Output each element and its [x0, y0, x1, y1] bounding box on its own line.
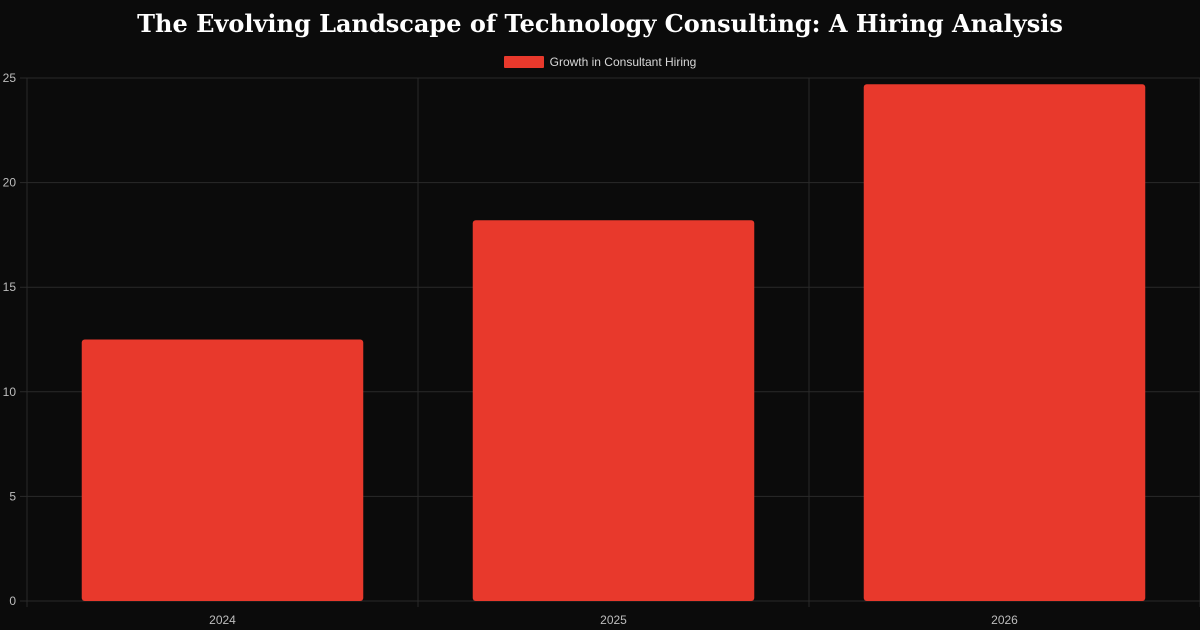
y-tick-label: 25 — [3, 71, 17, 85]
bar[interactable] — [472, 220, 755, 602]
legend-swatch — [503, 56, 544, 68]
legend[interactable]: Growth in Consultant Hiring — [0, 54, 1200, 70]
chart-title: The Evolving Landscape of Technology Con… — [137, 9, 1063, 38]
y-tick-label: 5 — [9, 489, 16, 503]
x-tick-label: 2025 — [600, 613, 627, 627]
bar[interactable] — [81, 339, 364, 602]
bar[interactable] — [863, 84, 1146, 601]
x-tick-label: 2024 — [209, 613, 236, 627]
y-tick-label: 20 — [3, 176, 17, 190]
y-tick-label: 15 — [3, 280, 17, 294]
legend-label: Growth in Consultant Hiring — [549, 55, 697, 69]
y-tick-label: 0 — [9, 594, 16, 608]
y-tick-label: 10 — [3, 385, 17, 399]
x-tick-label: 2026 — [991, 613, 1018, 627]
